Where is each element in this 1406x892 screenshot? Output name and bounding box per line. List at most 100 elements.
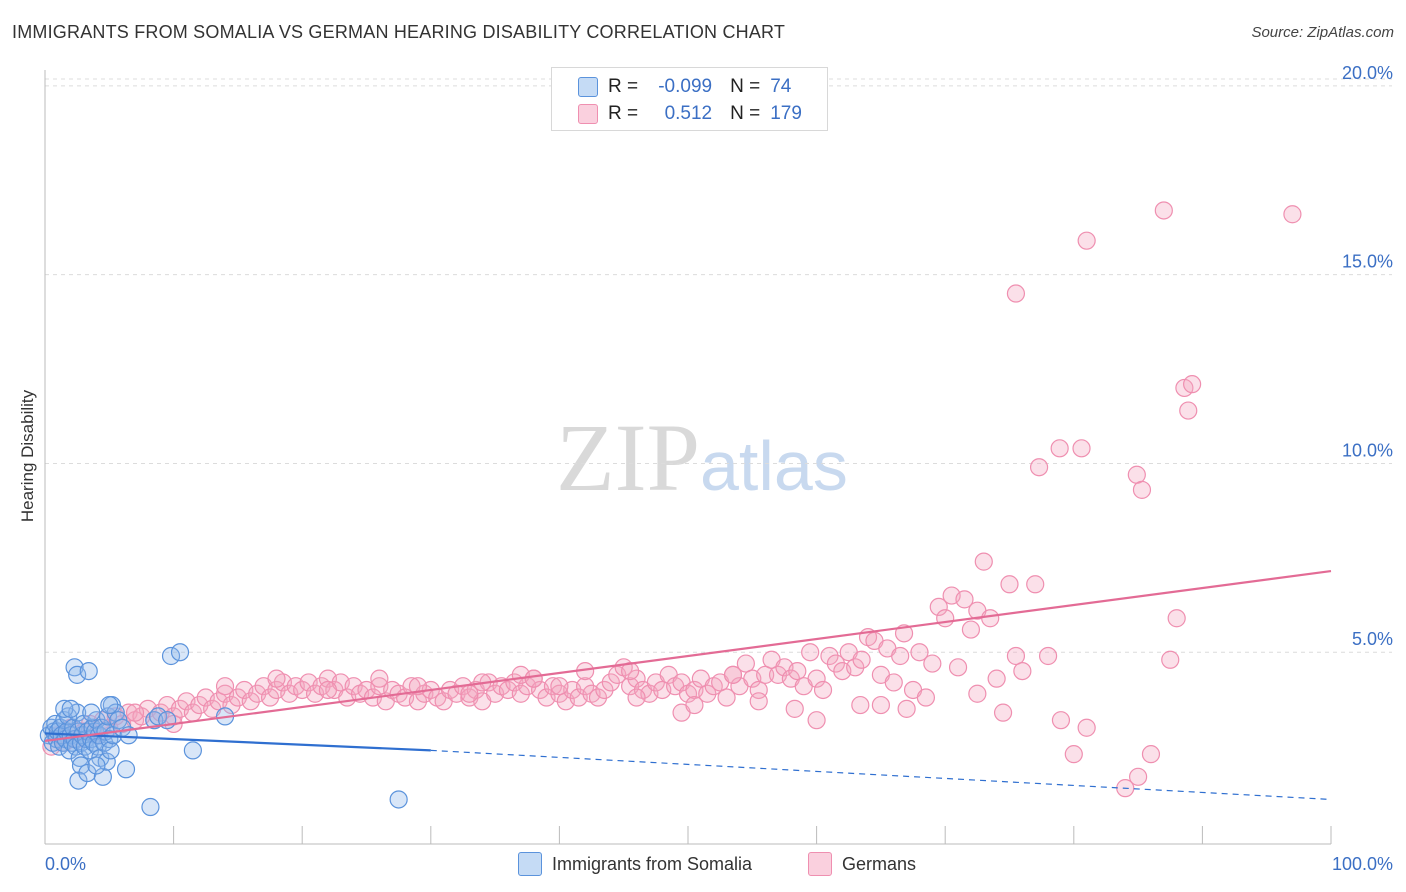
legend-swatch-somalia: [578, 77, 598, 97]
germans-point: [807, 669, 826, 688]
grid-lines: [45, 78, 1392, 653]
germans-point: [1132, 480, 1152, 499]
legend-n-value-somalia: 74: [770, 76, 792, 97]
germans-point: [929, 597, 948, 617]
legend-r-label: R =: [608, 76, 639, 97]
legend-n-label: N =: [730, 76, 761, 97]
somalia-point: [170, 643, 190, 662]
germans-point: [1013, 661, 1032, 681]
x-tick-label: 0.0%: [45, 854, 86, 874]
watermark: ZIPatlas: [556, 402, 848, 513]
somalia-points: [39, 643, 408, 817]
germans-point: [807, 711, 826, 730]
germans-point: [955, 590, 974, 609]
germans-point: [1161, 650, 1180, 669]
germans-point: [923, 654, 942, 673]
y-tick-label: 5.0%: [1352, 629, 1393, 649]
somalia-point: [93, 767, 112, 786]
germans-point: [524, 669, 543, 688]
germans-point: [1050, 439, 1069, 458]
axes: [44, 70, 1332, 845]
germans-point: [884, 673, 903, 692]
germans-point: [993, 703, 1013, 722]
y-tick-label: 20.0%: [1342, 63, 1393, 83]
germans-point: [595, 680, 614, 700]
germans-point: [222, 695, 241, 715]
germans-point: [1141, 745, 1161, 764]
legend-r-label: R =: [608, 103, 639, 124]
somalia-point: [55, 699, 74, 718]
germans-point: [1006, 284, 1026, 303]
somalia-point: [389, 790, 408, 809]
germans-point: [125, 703, 145, 722]
germans-point: [260, 688, 280, 707]
tick-labels: 5.0% 10.0% 15.0% 20.0% 0.0% 100.0%: [45, 63, 1393, 874]
germans-point: [749, 692, 768, 711]
germans-point: [627, 669, 646, 688]
germans-point: [936, 609, 955, 628]
germans-point: [627, 688, 646, 707]
germans-point: [511, 684, 530, 703]
germans-point: [968, 684, 987, 703]
germans-point: [1077, 231, 1096, 250]
germans-point: [916, 688, 936, 707]
germans-point: [685, 695, 704, 715]
somalia-point: [87, 756, 106, 775]
source-note: Source: ZipAtlas.com: [1251, 24, 1394, 41]
bottom-swatch-germans: [808, 852, 832, 876]
somalia-point: [68, 665, 87, 684]
germans-point: [948, 658, 968, 677]
germans-point: [1051, 711, 1071, 730]
somalia-point: [82, 703, 101, 722]
germans-point: [1000, 575, 1019, 594]
germans-point: [788, 661, 807, 681]
legend: R = -0.099 N = 74 R = 0.512 N = 179: [551, 67, 828, 131]
bottom-legend-somalia: Immigrants from Somalia: [518, 852, 752, 876]
bottom-legend-germans: Germans: [808, 852, 916, 876]
germans-point: [961, 620, 981, 639]
germans-point: [785, 699, 804, 718]
germans-point: [601, 673, 620, 692]
somalia-point: [100, 695, 119, 715]
somalia-point: [61, 699, 80, 718]
germans-point: [1283, 205, 1302, 224]
germans-point: [871, 695, 891, 715]
somalia-point: [141, 797, 160, 817]
germans-point: [1038, 646, 1058, 666]
germans-point: [318, 680, 338, 700]
x-tick-label: 100.0%: [1332, 854, 1393, 874]
legend-row-germans: R = 0.512 N = 179: [578, 102, 802, 126]
germans-point: [1127, 465, 1146, 484]
germans-point: [756, 665, 775, 684]
germans-point: [910, 643, 929, 662]
germans-point: [543, 677, 563, 696]
germans-point: [987, 669, 1006, 688]
chart-title: IMMIGRANTS FROM SOMALIA VS GERMAN HEARIN…: [12, 22, 786, 42]
y-tick-label: 15.0%: [1342, 252, 1393, 272]
germans-point: [698, 684, 717, 703]
germans-trend-line: [44, 569, 1332, 743]
somalia-point: [70, 748, 89, 768]
somalia-trend-extension: [430, 749, 1332, 801]
germans-point: [576, 677, 595, 696]
germans-point: [717, 688, 736, 707]
germans-point: [1006, 646, 1026, 666]
legend-n-value-germans: 179: [770, 103, 802, 124]
somalia-point: [71, 756, 91, 775]
watermark-atlas: atlas: [700, 427, 848, 505]
germans-point: [813, 680, 833, 700]
somalia-trend-line: [44, 732, 431, 752]
germans-point: [370, 669, 389, 688]
germans-point: [1029, 458, 1049, 477]
germans-point: [1183, 375, 1202, 394]
germans-point: [1154, 201, 1173, 220]
germans-point: [736, 654, 755, 673]
germans-point: [852, 650, 871, 669]
germans-point: [550, 677, 569, 696]
germans-point: [1072, 439, 1091, 458]
legend-r-value-germans: 0.512: [664, 103, 713, 124]
legend-row-somalia: R = -0.099 N = 74: [578, 75, 791, 99]
germans-point: [241, 692, 260, 711]
germans-point: [267, 669, 286, 688]
germans-point: [897, 699, 916, 718]
